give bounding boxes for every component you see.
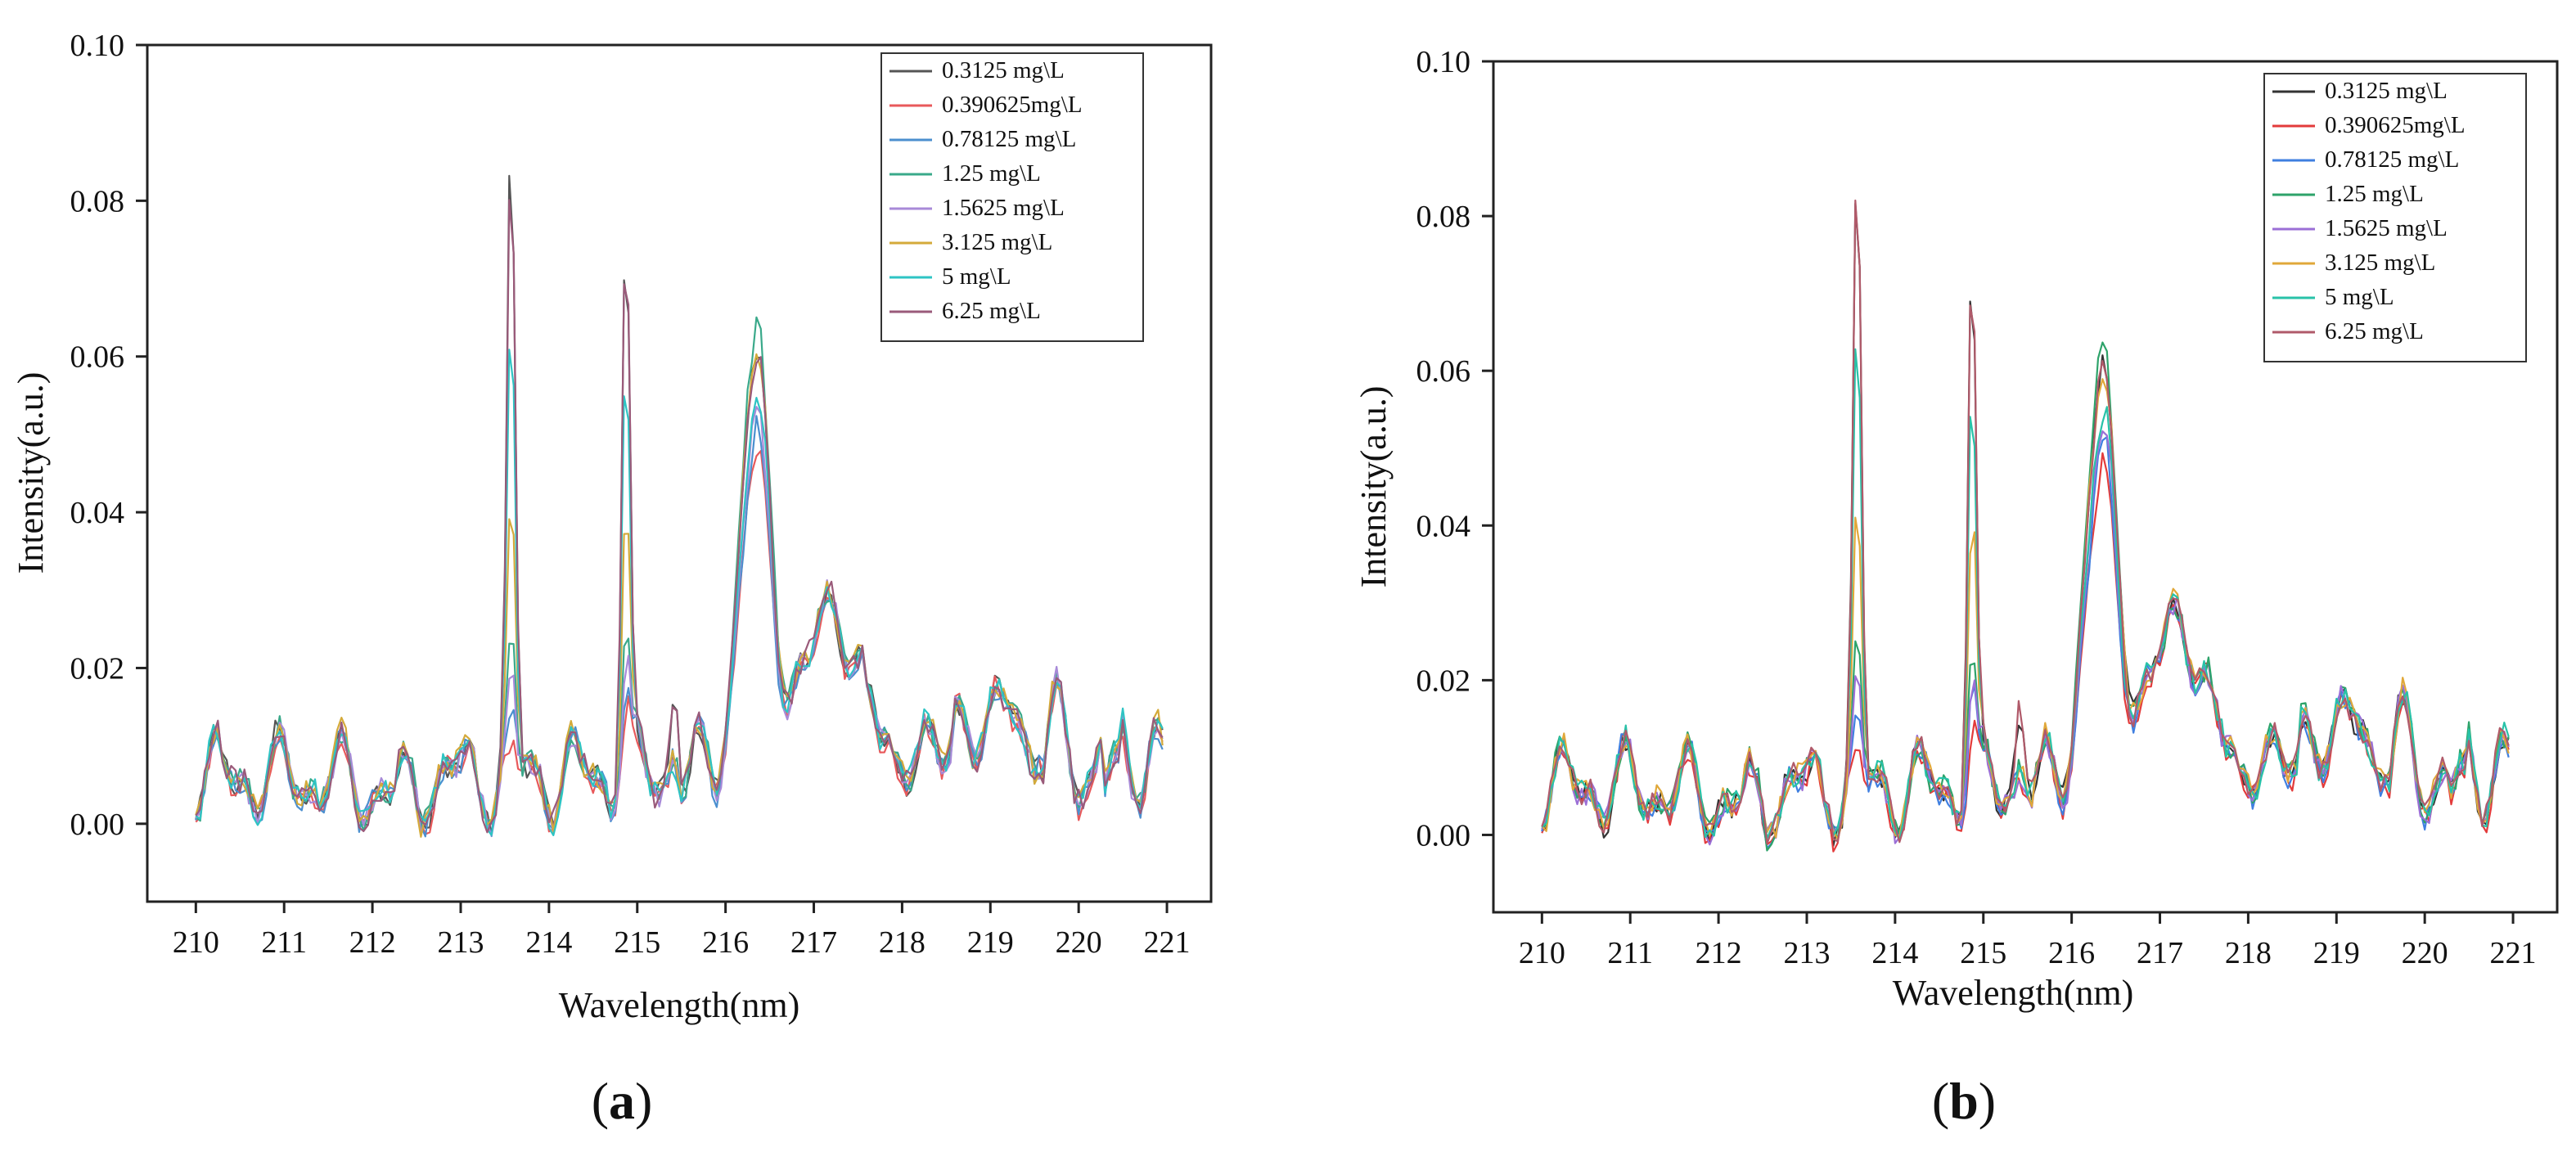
x-tick-label-b: 212 [1696, 936, 1742, 970]
series-line-a [195, 353, 1164, 838]
legend-b: 0.3125 mg\L 0.390625mg\L 0.78125 mg\L 1.25 … [2263, 73, 2527, 362]
x-tick-label-a: 221 [1144, 925, 1191, 960]
legend-label-b: 0.390625mg\L [2325, 112, 2466, 138]
x-tick-label-b: 218 [2225, 936, 2272, 970]
series-group-b [1541, 199, 2510, 853]
y-tick-label-b: 0.06 [1416, 354, 1471, 389]
caption-b: (b) [1932, 1072, 1996, 1130]
legend-label-a: 0.390625mg\L [942, 92, 1083, 118]
x-tick-label-a: 214 [525, 925, 572, 960]
legend-label-a: 0.3125 mg\L [942, 57, 1065, 83]
series-line-b [1541, 199, 2510, 845]
y-tick-label-a: 0.00 [70, 808, 125, 842]
x-tick-label-a: 210 [173, 925, 219, 960]
x-tick-label-b: 214 [1871, 936, 1918, 970]
legend-label-b: 1.5625 mg\L [2325, 215, 2448, 241]
x-tick-label-b: 217 [2137, 936, 2183, 970]
legend-box-b [2263, 73, 2527, 362]
x-tick-label-b: 210 [1519, 936, 1565, 970]
y-axis-label-a: Intensity(a.u.) [11, 372, 51, 574]
x-tick-label-a: 211 [261, 925, 307, 960]
plot-area-b: 210 211 212 213 214 215 216 217 218 219 220 221 0.00… [1416, 45, 2537, 970]
y-tick-label-b: 0.10 [1416, 45, 1471, 79]
caption-letter-b: b [1949, 1072, 1979, 1130]
legend-label-a: 1.25 mg\L [942, 160, 1041, 187]
y-tick-label-b: 0.04 [1416, 509, 1471, 543]
y-tick-label-a: 0.06 [70, 340, 125, 375]
x-tick-label-b: 211 [1607, 936, 1653, 970]
y-tick-label-b: 0.08 [1416, 200, 1471, 234]
legend-box-a [880, 52, 1144, 342]
y-tick-label-b: 0.00 [1416, 818, 1471, 853]
chart-panel-b: 210 211 212 213 214 215 216 217 218 219 220 221 0.00… [1353, 45, 2559, 1130]
legend-label-b: 0.3125 mg\L [2325, 78, 2448, 104]
y-tick-label-a: 0.10 [70, 29, 125, 63]
legend-label-b: 3.125 mg\L [2325, 250, 2435, 276]
legend-label-a: 1.5625 mg\L [942, 195, 1065, 221]
series-line-b [1541, 341, 2510, 852]
series-group-a [195, 174, 1164, 838]
series-line-b [1541, 348, 2510, 841]
x-tick-label-a: 212 [349, 925, 396, 960]
series-line-b [1541, 378, 2510, 840]
caption-a: (a) [592, 1072, 653, 1130]
x-tick-label-a: 213 [437, 925, 484, 960]
y-tick-label-a: 0.04 [70, 496, 125, 530]
caption-letter-a: a [609, 1072, 635, 1130]
x-tick-label-b: 219 [2313, 936, 2360, 970]
x-tick-label-a: 220 [1056, 925, 1102, 960]
legend-a: 0.3125 mg\L 0.390625mg\L 0.78125 mg\L 1.25 … [880, 52, 1144, 342]
y-tick-label-b: 0.02 [1416, 664, 1471, 698]
legend-label-a: 5 mg\L [942, 263, 1011, 290]
legend-label-b: 6.25 mg\L [2325, 318, 2424, 344]
x-tick-label-b: 221 [2490, 936, 2537, 970]
x-tick-label-a: 219 [967, 925, 1014, 960]
y-axis-label-b: Intensity(a.u.) [1353, 386, 1394, 588]
x-axis-label-a: Wavelength(nm) [559, 985, 800, 1025]
series-line-a [195, 349, 1164, 836]
x-tick-label-b: 216 [2048, 936, 2095, 970]
x-axis-label-b: Wavelength(nm) [1893, 973, 2134, 1013]
x-tick-label-b: 220 [2402, 936, 2448, 970]
x-tick-label-a: 216 [702, 925, 749, 960]
plot-frame-a [146, 43, 1213, 903]
chart-panel-a: 210 211 212 213 214 215 216 217 218 219 220 221 0.00… [11, 29, 1213, 1130]
x-tick-label-b: 215 [1960, 936, 2006, 970]
x-tick-label-a: 217 [790, 925, 837, 960]
legend-label-b: 1.25 mg\L [2325, 181, 2424, 207]
y-tick-label-a: 0.08 [70, 184, 125, 218]
plot-area-a: 210 211 212 213 214 215 216 217 218 219 220 221 0.00… [70, 29, 1191, 960]
legend-label-a: 3.125 mg\L [942, 229, 1052, 255]
legend-label-a: 6.25 mg\L [942, 298, 1041, 324]
x-tick-label-b: 213 [1783, 936, 1830, 970]
y-tick-label-a: 0.02 [70, 651, 125, 686]
legend-label-b: 5 mg\L [2325, 284, 2394, 310]
legend-label-b: 0.78125 mg\L [2325, 146, 2459, 173]
legend-label-a: 0.78125 mg\L [942, 126, 1076, 152]
x-tick-label-a: 218 [879, 925, 925, 960]
plot-frame-b [1492, 60, 2559, 914]
series-line-a [195, 199, 1164, 834]
x-tick-label-a: 215 [614, 925, 660, 960]
